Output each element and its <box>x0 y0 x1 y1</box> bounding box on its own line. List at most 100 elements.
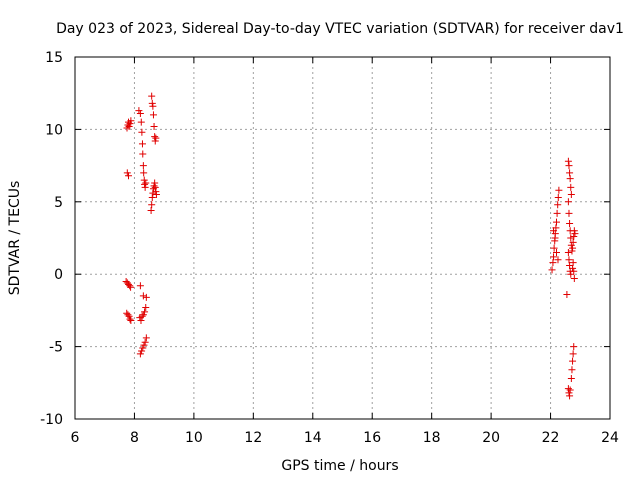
data-point <box>127 117 135 125</box>
x-tick-label: 16 <box>363 430 381 446</box>
data-point <box>567 270 575 278</box>
data-point <box>141 308 149 316</box>
data-point <box>565 162 573 170</box>
x-tick-label: 18 <box>423 430 441 446</box>
data-point <box>566 386 574 394</box>
x-tick-label: 14 <box>304 430 322 446</box>
data-point <box>142 179 150 187</box>
data-point <box>137 317 145 325</box>
data-point <box>139 150 147 158</box>
data-point <box>566 220 574 228</box>
data-point <box>149 102 157 110</box>
x-tick-label: 20 <box>482 430 500 446</box>
data-point <box>567 183 575 191</box>
data-point <box>566 169 574 177</box>
data-point <box>141 183 149 191</box>
data-point <box>138 312 146 320</box>
data-point <box>569 259 577 267</box>
plot-frame <box>74 56 611 420</box>
data-point <box>570 275 578 283</box>
data-points <box>122 92 579 400</box>
chart-title: Day 023 of 2023, Sidereal Day-to-day VTE… <box>56 21 624 37</box>
data-point <box>553 209 561 217</box>
data-point <box>136 109 144 117</box>
data-point <box>139 292 147 300</box>
data-point <box>548 266 556 274</box>
data-point <box>563 290 571 298</box>
data-point <box>151 179 159 187</box>
data-point <box>139 162 147 170</box>
data-point <box>550 253 558 261</box>
data-point <box>125 123 133 131</box>
data-point <box>566 392 574 400</box>
data-point <box>564 385 572 393</box>
data-point <box>569 357 577 365</box>
data-point <box>555 186 563 194</box>
data-point <box>554 193 562 201</box>
data-point <box>124 311 132 319</box>
data-point <box>567 234 575 242</box>
y-tick-labels: -10 -5 0 5 10 15 <box>40 50 63 428</box>
data-point <box>151 137 159 145</box>
data-point <box>554 201 562 209</box>
data-point <box>152 188 160 196</box>
data-point <box>140 169 148 177</box>
x-tick-label: 12 <box>244 430 262 446</box>
data-point <box>569 264 577 272</box>
data-point <box>127 283 135 291</box>
y-tick-label: 5 <box>54 195 63 211</box>
data-point <box>567 374 575 382</box>
data-point <box>147 206 155 214</box>
data-point <box>568 247 576 255</box>
data-point <box>152 191 160 199</box>
data-point <box>125 312 133 320</box>
data-point <box>127 317 135 325</box>
data-point <box>135 107 143 115</box>
data-point <box>567 191 575 199</box>
x-tick-label: 8 <box>130 430 139 446</box>
x-tick-label: 24 <box>601 430 619 446</box>
data-point <box>148 201 156 209</box>
data-point <box>139 311 147 319</box>
x-tick-labels: 6 8 10 12 14 16 18 20 22 24 <box>71 430 619 446</box>
data-point <box>565 256 573 264</box>
data-point <box>142 304 150 312</box>
data-point <box>551 234 559 242</box>
data-point <box>148 99 156 107</box>
data-point <box>568 366 576 374</box>
data-point <box>566 262 574 270</box>
data-point <box>570 343 578 351</box>
data-point <box>150 182 158 190</box>
data-point <box>142 293 150 301</box>
grid-lines <box>75 57 610 419</box>
data-point <box>151 183 159 191</box>
data-point <box>126 120 134 128</box>
x-tick-label: 10 <box>185 430 203 446</box>
data-point <box>567 241 575 249</box>
data-point <box>569 238 577 246</box>
data-point <box>140 341 148 349</box>
y-tick-label: 10 <box>45 122 63 138</box>
data-point <box>565 389 573 397</box>
data-point <box>138 128 146 136</box>
x-tick-label: 6 <box>71 430 80 446</box>
x-tick-label: 22 <box>542 430 560 446</box>
data-point <box>553 218 560 226</box>
data-point <box>564 248 572 256</box>
y-tick-label: -5 <box>49 340 63 356</box>
y-tick-label: 15 <box>45 50 63 66</box>
data-point <box>554 256 562 264</box>
data-point <box>553 248 560 256</box>
data-point <box>566 175 574 183</box>
data-point <box>152 134 160 142</box>
data-point <box>151 133 159 141</box>
data-point <box>150 123 158 131</box>
data-point <box>550 244 558 252</box>
data-point <box>138 140 146 148</box>
data-point <box>142 334 150 342</box>
data-point <box>141 180 149 188</box>
data-point <box>549 259 557 267</box>
data-point <box>138 347 146 355</box>
